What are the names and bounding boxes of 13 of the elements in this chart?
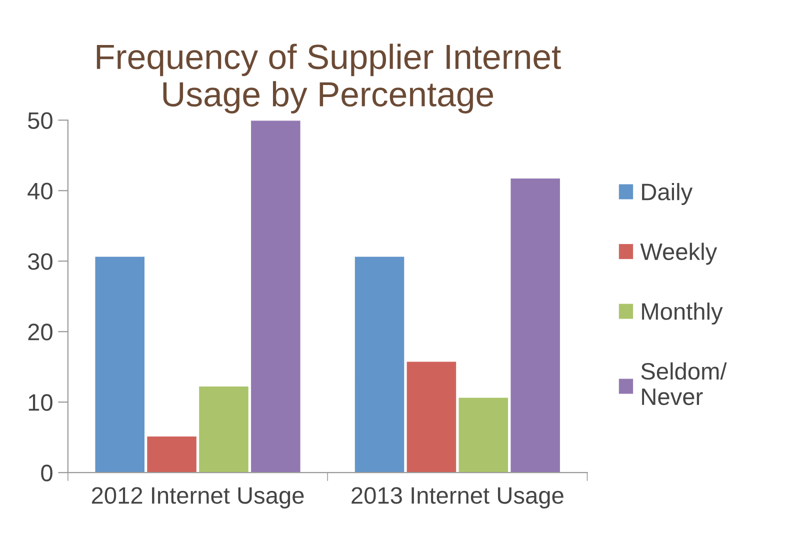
legend-label: Weekly [640,242,718,265]
y-tick-label: 30 [28,253,52,270]
legend-label: Seldom/ Never [641,362,727,406]
chart-title: Frequency of Supplier Internet Usage by Percentage [96,44,561,114]
legend-label: Monthly [642,302,723,325]
legend-label: Daily [642,182,693,205]
y-tick-label: 0 [41,464,52,482]
y-tick-label: 10 [28,394,52,411]
y-tick-label: 20 [28,324,52,340]
y-tick-label: 50 [28,112,52,129]
x-tick-label: 2012 Internet Usage [92,487,304,508]
y-tick-label: 40 [28,182,52,200]
x-tick-label: 2013 Internet Usage [352,487,564,508]
